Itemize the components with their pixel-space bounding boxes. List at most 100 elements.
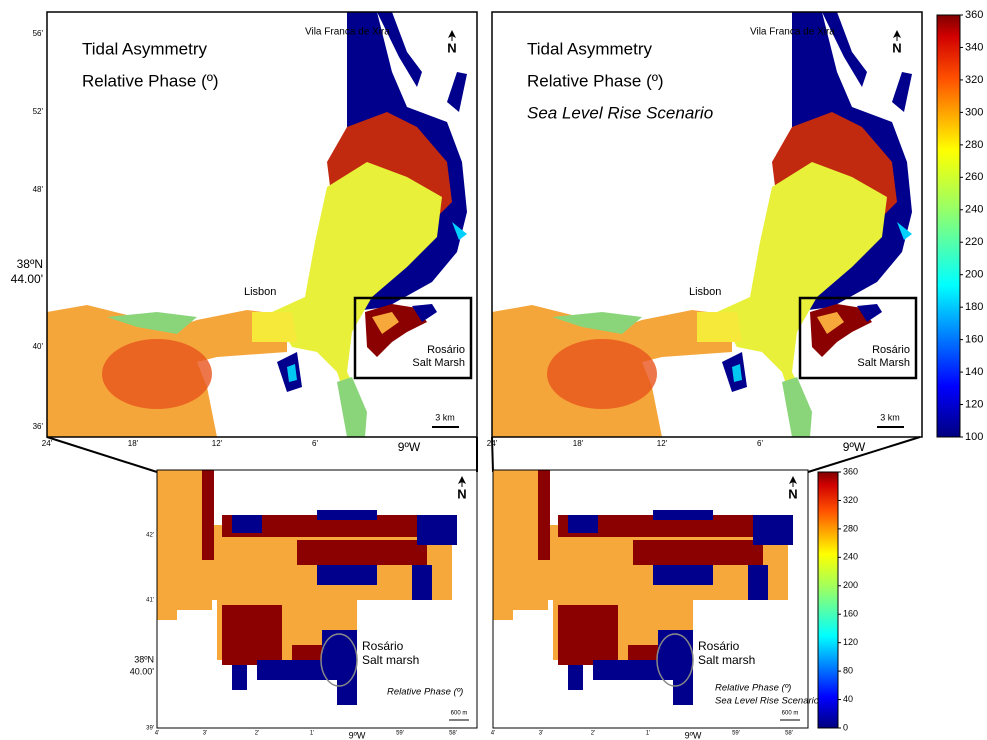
colorbar-tick-label: 320 <box>843 495 858 505</box>
marsh-label: Rosário <box>872 344 910 356</box>
colorbar-tick-label: 300 <box>965 106 983 118</box>
marsh-label: Rosário <box>698 639 740 653</box>
colorbar-tick-label: 340 <box>965 41 983 53</box>
colorbar-tick-label: 200 <box>965 269 983 281</box>
colorbar: 100 120 140 160 180 200 220 240 260 280 300 320 340 3… <box>937 9 983 443</box>
colorbar-tick-label: 180 <box>965 301 983 313</box>
x-tick-label: 3' <box>539 731 543 737</box>
marsh-label: Salt Marsh <box>857 357 910 369</box>
x-tick-label: 58' <box>785 731 793 737</box>
colorbar-scale <box>818 472 838 728</box>
x-tick-label: 6' <box>312 439 318 448</box>
place-label: Lisbon <box>689 286 721 298</box>
north-label: N <box>457 486 466 501</box>
marsh-label: Salt Marsh <box>412 357 465 369</box>
scale-label: 3 km <box>435 412 455 422</box>
x-tick-label: 59' <box>732 731 740 737</box>
colorbar-tick-label: 100 <box>965 431 983 443</box>
scale-label: 600 m <box>782 711 799 717</box>
y-tick-label: 41' <box>146 598 154 604</box>
marsh-label: Salt marsh <box>698 653 755 667</box>
marsh-label: Salt marsh <box>362 653 419 667</box>
colorbar-tick-label: 260 <box>965 171 983 183</box>
x-tick-label: 3' <box>203 731 207 737</box>
colorbar-tick-label: 200 <box>843 580 858 590</box>
y-tick-label: 52' <box>33 107 44 116</box>
caption: Relative Phase (º) <box>387 687 463 698</box>
colorbar-tick-label: 120 <box>843 637 858 647</box>
colorbar-tick-label: 280 <box>843 523 858 533</box>
caption: Sea Level Rise Scenario <box>715 696 819 707</box>
place-label: Vila Franca de Xira <box>750 27 835 38</box>
colorbar-tick-label: 240 <box>965 204 983 216</box>
colorbar-tick-label: 220 <box>965 236 983 248</box>
x-tick-label: 59' <box>396 731 404 737</box>
map-title: Tidal Asymmetry <box>527 39 653 58</box>
colorbar-scale <box>937 15 960 437</box>
colorbar-tick-label: 360 <box>843 466 858 476</box>
scale-label: 600 m <box>451 711 468 717</box>
marsh-label: Rosário <box>362 639 404 653</box>
y-tick-label: 40.00' <box>130 666 155 676</box>
x-tick-label: 24' <box>42 439 53 448</box>
y-tick-label: 48' <box>33 185 44 194</box>
y-tick-label: 44.00' <box>11 272 43 286</box>
colorbar-tick-label: 80 <box>843 665 853 675</box>
colorbar-tick-label: 280 <box>965 139 983 151</box>
colorbar-tick-label: 240 <box>843 552 858 562</box>
x-tick-label: 1' <box>646 731 650 737</box>
colorbar-tick-label: 40 <box>843 694 853 704</box>
colorbar-tick-label: 120 <box>965 398 983 410</box>
x-tick-label: 12' <box>212 439 223 448</box>
x-tick-label: 4' <box>491 731 495 737</box>
caption: Relative Phase (º) <box>715 683 791 694</box>
map-title: Sea Level Rise Scenario <box>527 103 713 122</box>
colorbar: 0 40 80 120 160 200 240 280 320 360 <box>818 466 858 732</box>
x-tick-label: 18' <box>128 439 139 448</box>
map-title: Tidal Asymmetry <box>82 39 208 58</box>
colorbar-tick-label: 320 <box>965 74 983 86</box>
marsh-label: Rosário <box>427 344 465 356</box>
zoom-connector <box>492 437 493 472</box>
y-tick-label: 42' <box>146 533 154 539</box>
y-tick-label: 38ºN <box>134 654 154 664</box>
x-tick-label: 2' <box>255 731 259 737</box>
y-tick-label: 56' <box>33 29 44 38</box>
north-label: N <box>447 40 456 55</box>
map-panel: Tidal Asymmetry Relative Phase (º) Sea Lev… <box>487 12 922 454</box>
x-tick-label: 2' <box>591 731 595 737</box>
x-tick-label: 1' <box>310 731 314 737</box>
map-panel: Tidal Asymmetry Relative Phase (º) Vila Fr… <box>11 12 477 454</box>
x-tick-label: 9ºW <box>843 440 866 454</box>
x-tick-label: 9ºW <box>349 730 366 740</box>
marsh-map <box>493 470 793 705</box>
colorbar-tick-label: 160 <box>843 609 858 619</box>
north-label: N <box>788 486 797 501</box>
x-tick-label: 4' <box>155 731 159 737</box>
map-title: Relative Phase (º) <box>82 71 219 90</box>
zoom-connector <box>47 437 157 472</box>
colorbar-tick-label: 140 <box>965 366 983 378</box>
y-tick-label: 38ºN <box>17 257 43 271</box>
scale-label: 3 km <box>880 412 900 422</box>
x-tick-label: 6' <box>757 439 763 448</box>
y-tick-label: 40' <box>33 342 44 351</box>
y-tick-label: 39' <box>146 726 154 732</box>
figure: Tidal Asymmetry Relative Phase (º) Vila Fr… <box>0 0 987 740</box>
map-title: Relative Phase (º) <box>527 71 664 90</box>
place-label: Vila Franca de Xira <box>305 27 390 38</box>
north-label: N <box>892 40 901 55</box>
colorbar-tick-label: 360 <box>965 9 983 21</box>
marsh-map <box>157 470 457 705</box>
x-tick-label: 18' <box>573 439 584 448</box>
x-tick-label: 58' <box>449 731 457 737</box>
y-tick-label: 36' <box>33 422 44 431</box>
x-tick-label: 12' <box>657 439 668 448</box>
x-tick-label: 9ºW <box>685 730 702 740</box>
place-label: Lisbon <box>244 286 276 298</box>
x-tick-label: 9ºW <box>398 440 421 454</box>
colorbar-tick-label: 0 <box>843 722 848 732</box>
colorbar-tick-label: 160 <box>965 334 983 346</box>
